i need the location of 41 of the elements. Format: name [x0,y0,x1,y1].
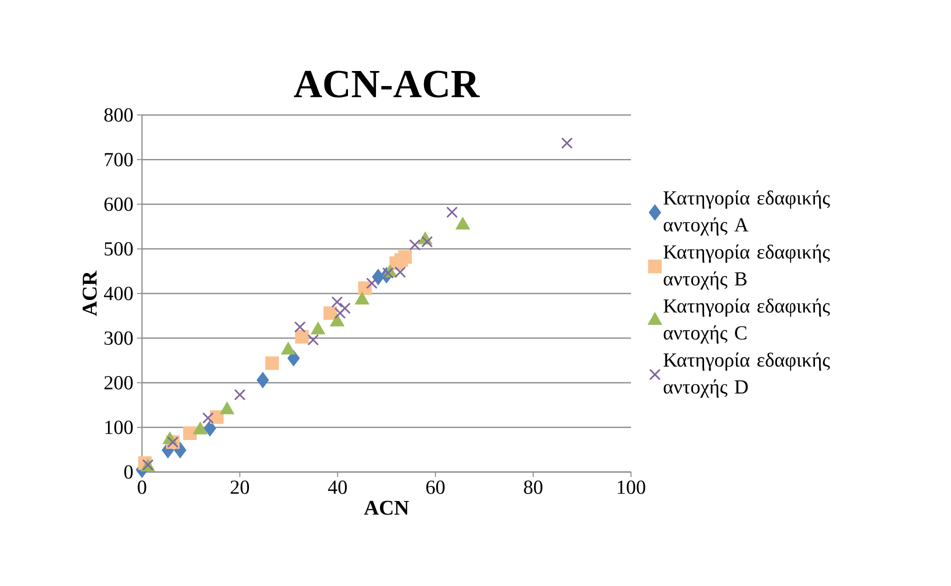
point [202,412,214,424]
legend-label: Κατηγορία εδαφικής αντοχής A [664,190,830,236]
point [307,334,319,346]
point [331,296,343,308]
legend-label: Κατηγορία εδαφικής αντοχής D [664,352,830,398]
x-tick-label: 20 [230,480,250,494]
point [234,389,246,401]
legend-label: Κατηγορία εδαφικής αντοχής C [664,298,830,344]
point [323,306,338,320]
point [366,277,378,289]
x-tick-label: 0 [138,480,146,494]
y-tick-label: 0 [124,465,133,479]
x-tick-label: 80 [524,480,542,494]
y-tick-label: 500 [104,242,133,256]
point [421,236,433,248]
x-axis-title: ACN [364,500,409,515]
point [561,137,573,149]
x-tick-label: 40 [328,480,347,494]
point [265,356,279,370]
point [183,426,197,440]
point [294,321,306,333]
y-tick-label: 800 [104,108,133,122]
point [446,206,458,218]
y-tick-label: 700 [104,152,133,166]
point [398,250,412,264]
x-tick-label: 60 [426,480,445,494]
y-axis-title: ACR [82,270,97,316]
x-tick-label: 100 [618,480,646,494]
y-tick-label: 100 [105,420,133,434]
point [409,239,421,251]
y-tick-label: 400 [104,286,133,300]
chart-title: ACN-ACR [294,70,480,98]
y-tick-label: 200 [104,376,133,390]
point [339,302,351,314]
point [334,307,346,319]
legend-label: Κατηγορία εδαφικής αντοχής B [664,244,830,290]
y-tick-label: 300 [104,331,133,345]
point [256,372,269,388]
y-tick-label: 600 [104,198,133,211]
point [295,330,309,344]
point [204,420,216,436]
